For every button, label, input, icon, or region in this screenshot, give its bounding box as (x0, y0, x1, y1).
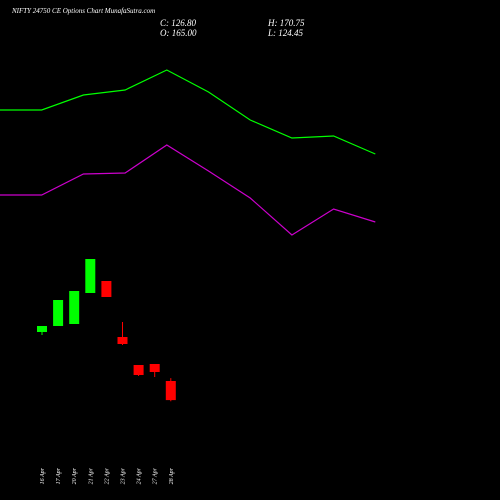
x-tick-label: 27 Apr (153, 467, 159, 484)
candle-body (53, 300, 64, 326)
indicator-line (0, 144, 376, 236)
x-tick-label: 20 Apr (72, 467, 78, 484)
candle-body (133, 365, 144, 375)
ohlc-label: C: 126.80 (160, 18, 197, 28)
x-tick-label: 22 Apr (104, 467, 110, 484)
x-tick-label: 16 Apr (40, 467, 46, 484)
ohlc-label: O: 165.00 (160, 28, 197, 38)
candle-body (37, 326, 47, 332)
candle-body (101, 281, 112, 297)
candle-body (117, 337, 128, 344)
x-tick-label: 21 Apr (88, 467, 94, 484)
x-tick-label: 17 Apr (56, 467, 62, 484)
candle-body (165, 381, 176, 401)
candle-body (149, 364, 160, 372)
candle-body (69, 291, 80, 324)
candle-body (85, 259, 96, 293)
x-tick-label: 24 Apr (136, 467, 143, 484)
chart-title: NIFTY 24750 CE Options Chart MunafaSutra… (11, 7, 155, 15)
ohlc-label: H: 170.75 (267, 18, 305, 28)
x-tick-label: 28 Apr (169, 467, 175, 484)
indicator-line (0, 69, 376, 155)
ohlc-label: L: 124.45 (267, 28, 304, 38)
x-tick-label: 23 Apr (121, 467, 127, 484)
